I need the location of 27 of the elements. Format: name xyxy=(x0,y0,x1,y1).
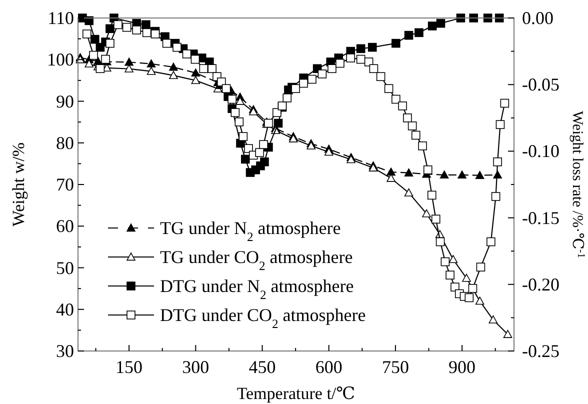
x-tick-label: 600 xyxy=(315,357,342,377)
legend-label: DTG under CO$_{2}$ atmosphere xyxy=(160,305,366,331)
legend-label: DTG under N$_{2}$ atmosphere xyxy=(160,276,354,302)
x-axis-title: Temperature t/℃ xyxy=(236,384,356,403)
y2-tick-label: -0.10 xyxy=(522,141,560,162)
x-tick-label: 750 xyxy=(382,357,409,377)
y-tick-label: 90 xyxy=(56,91,74,112)
legend-label: TG under N$_{2}$ atmosphere xyxy=(160,218,341,244)
y-axis-title: Weight w/% xyxy=(9,142,28,227)
y-tick-label: 60 xyxy=(56,216,74,236)
y-tick-label: 30 xyxy=(56,341,74,361)
x-tick-label: 450 xyxy=(248,357,276,377)
y-tick-label: 50 xyxy=(56,258,74,278)
y2-tick-label: -0.25 xyxy=(522,341,560,361)
y-tick-label: 40 xyxy=(56,299,74,320)
y-tick-label: 100 xyxy=(47,50,74,70)
y2-tick-label: 0.00 xyxy=(522,8,554,28)
y-tick-label: 70 xyxy=(56,174,74,194)
x-tick-label: 300 xyxy=(182,357,210,377)
y-tick-label: 110 xyxy=(48,8,74,28)
y2-tick-label: -0.15 xyxy=(522,208,560,228)
y-tick-label: 80 xyxy=(56,132,74,153)
x-tick-label: 900 xyxy=(448,357,476,377)
y2-tick-label: -0.20 xyxy=(522,274,560,294)
x-tick-label: 150 xyxy=(116,357,143,377)
legend-label: TG under CO$_{2}$ atmosphere xyxy=(160,247,353,273)
y2-tick-label: -0.05 xyxy=(522,74,560,95)
